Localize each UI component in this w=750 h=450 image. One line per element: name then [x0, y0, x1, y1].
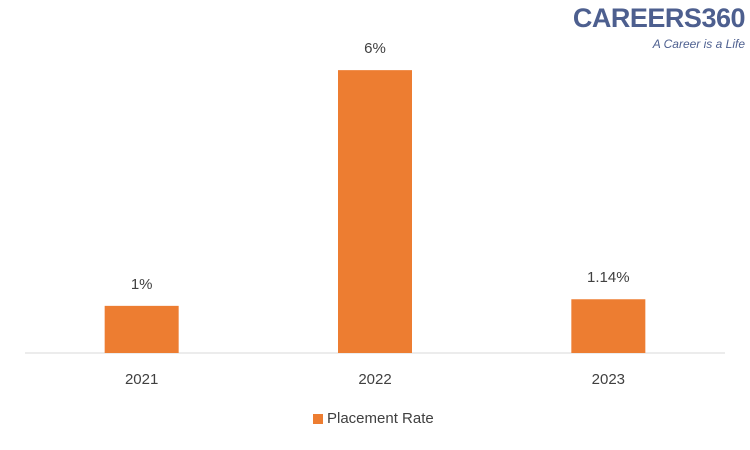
bar: [104, 305, 179, 353]
bar: [571, 299, 646, 353]
data-label: 6%: [364, 40, 386, 57]
x-tick-label: 2022: [358, 371, 391, 388]
logo-tagline: A Career is a Life: [652, 37, 746, 51]
bar: [338, 70, 412, 354]
x-tick-label: 2023: [592, 371, 625, 388]
legend-swatch: [313, 414, 323, 424]
data-label: 1%: [131, 276, 153, 293]
data-label: 1.14%: [587, 269, 630, 286]
legend-label: Placement Rate: [327, 410, 434, 427]
x-tick-label: 2021: [125, 371, 158, 388]
logo-name: CAREERS360: [573, 3, 745, 33]
